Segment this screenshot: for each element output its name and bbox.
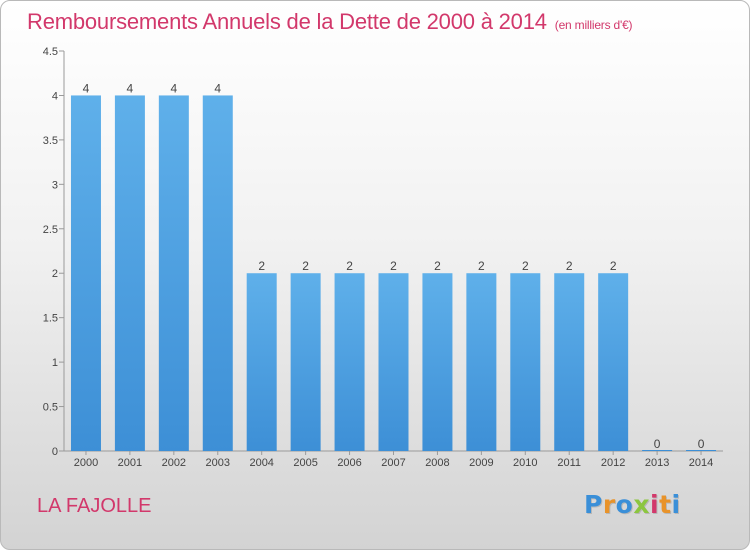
bar (554, 273, 585, 451)
bar (70, 95, 101, 451)
x-tick-label: 2011 (557, 457, 581, 469)
x-tick-label: 2014 (689, 457, 713, 469)
data-label: 2 (390, 259, 397, 273)
x-tick-label: 2002 (162, 457, 186, 469)
y-tick-label: 0 (52, 446, 58, 458)
bar (422, 273, 453, 451)
logo-letter: x (633, 490, 650, 519)
x-tick-label: 2000 (74, 457, 98, 469)
y-tick-label: 4.5 (43, 46, 58, 58)
proxiti-logo: Proxiti (584, 490, 681, 519)
chart-title-text: Remboursements Annuels de la Dette de 20… (27, 9, 547, 34)
data-label: 2 (522, 259, 529, 273)
y-tick-label: 2.5 (43, 224, 58, 236)
commune-name: LA FAJOLLE (37, 495, 152, 517)
bar (334, 273, 365, 451)
data-label: 2 (434, 259, 441, 273)
chart-subtitle: (en milliers d'€) (554, 18, 633, 32)
bar (598, 273, 629, 451)
y-tick-label: 1 (52, 357, 58, 369)
logo-letter: o (615, 490, 634, 519)
x-tick-label: 2008 (425, 457, 449, 469)
x-tick-label: 2006 (337, 457, 361, 469)
y-tick-label: 2 (52, 268, 58, 280)
chart-title: Remboursements Annuels de la Dette de 20… (27, 9, 633, 35)
x-tick-label: 2013 (645, 457, 669, 469)
x-tick-label: 2005 (293, 457, 317, 469)
x-tick-label: 2007 (381, 457, 405, 469)
data-label: 0 (698, 437, 705, 451)
x-tick-label: 2009 (469, 457, 493, 469)
bar (158, 95, 189, 451)
data-label: 4 (83, 81, 90, 95)
logo-letter: i (671, 490, 681, 519)
x-tick-label: 2003 (206, 457, 230, 469)
x-tick-label: 2010 (513, 457, 537, 469)
bar (114, 95, 145, 451)
logo-letter: t (659, 490, 672, 519)
bar (466, 273, 497, 451)
bar (510, 273, 541, 451)
y-tick-label: 3 (52, 179, 58, 191)
bar (378, 273, 409, 451)
data-label: 4 (170, 81, 177, 95)
y-tick-label: 4 (52, 90, 58, 102)
y-tick-label: 1.5 (43, 313, 58, 325)
logo-letter: P (584, 490, 603, 519)
bar (202, 95, 233, 451)
y-tick-label: 0.5 (43, 402, 58, 414)
data-label: 4 (127, 81, 134, 95)
logo-letter: r (602, 490, 616, 519)
data-label: 2 (346, 259, 353, 273)
x-tick-label: 2001 (118, 457, 142, 469)
data-label: 2 (566, 259, 573, 273)
data-label: 4 (214, 81, 221, 95)
data-label: 2 (478, 259, 485, 273)
data-label: 2 (258, 259, 265, 273)
bar (246, 273, 277, 451)
x-tick-label: 2012 (601, 457, 625, 469)
bar (290, 273, 321, 451)
data-label: 2 (610, 259, 617, 273)
y-tick-label: 3.5 (43, 135, 58, 147)
logo-letter: i (650, 490, 660, 519)
data-label: 0 (654, 437, 661, 451)
x-tick-label: 2004 (249, 457, 273, 469)
data-label: 2 (302, 259, 309, 273)
